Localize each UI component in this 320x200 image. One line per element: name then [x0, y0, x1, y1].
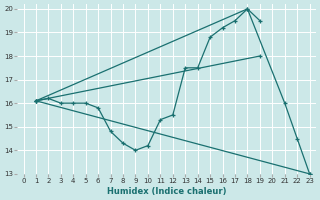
- X-axis label: Humidex (Indice chaleur): Humidex (Indice chaleur): [107, 187, 226, 196]
